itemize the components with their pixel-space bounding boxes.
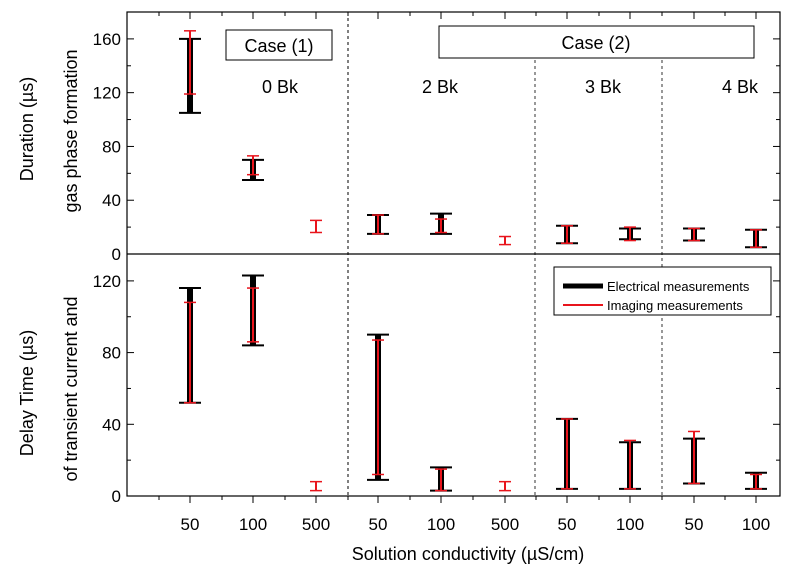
y-axis-title-bottom-line1: Delay Time (µs) [17, 330, 37, 456]
x-tick-label: 50 [685, 515, 704, 534]
y-tick-label: 120 [93, 272, 121, 291]
x-tick-label: 50 [181, 515, 200, 534]
group-label-2bk: 2 Bk [422, 77, 459, 97]
case-2-box [438, 25, 755, 59]
x-tick-label: 100 [742, 515, 770, 534]
y-axis-title-top-line1: Duration (µs) [17, 77, 37, 181]
legend-box [553, 266, 772, 316]
y-axis-title-top-line2: gas phase formation [61, 49, 81, 212]
x-tick-label: 500 [302, 515, 330, 534]
group-label-0bk: 0 Bk [262, 77, 299, 97]
y-tick-label: 0 [112, 487, 121, 506]
group-label-4bk: 4 Bk [722, 77, 759, 97]
error-bars [179, 30, 767, 492]
y-tick-label: 120 [93, 84, 121, 103]
y-tick-label: 160 [93, 30, 121, 49]
x-axis-title: Solution conductivity (µS/cm) [352, 544, 584, 564]
y-tick-label: 0 [112, 245, 121, 264]
legend: Electrical measurements Imaging measurem… [553, 266, 772, 316]
x-tick-label: 100 [239, 515, 267, 534]
y-tick-label: 40 [102, 415, 121, 434]
y-tick-label: 80 [102, 344, 121, 363]
legend-label-imaging: Imaging measurements [607, 298, 743, 313]
x-tick-label: 100 [427, 515, 455, 534]
legend-label-electrical: Electrical measurements [607, 279, 750, 294]
case-1-box [225, 29, 333, 61]
group-label-3bk: 3 Bk [585, 77, 622, 97]
y-axis-title-bottom-line2: of transient current and [61, 296, 81, 481]
x-ticks: 50 100 500 50 100 500 50 100 50 100 [158, 12, 770, 534]
x-tick-label: 100 [616, 515, 644, 534]
x-tick-label: 50 [369, 515, 388, 534]
y-ticks: 0 40 80 120 160 0 40 80 120 [93, 11, 780, 506]
case-1-label: Case (1) [244, 36, 313, 56]
case-2-label: Case (2) [561, 33, 630, 53]
y-tick-label: 80 [102, 137, 121, 156]
y-tick-label: 40 [102, 191, 121, 210]
x-tick-label: 500 [491, 515, 519, 534]
x-tick-label: 50 [558, 515, 577, 534]
